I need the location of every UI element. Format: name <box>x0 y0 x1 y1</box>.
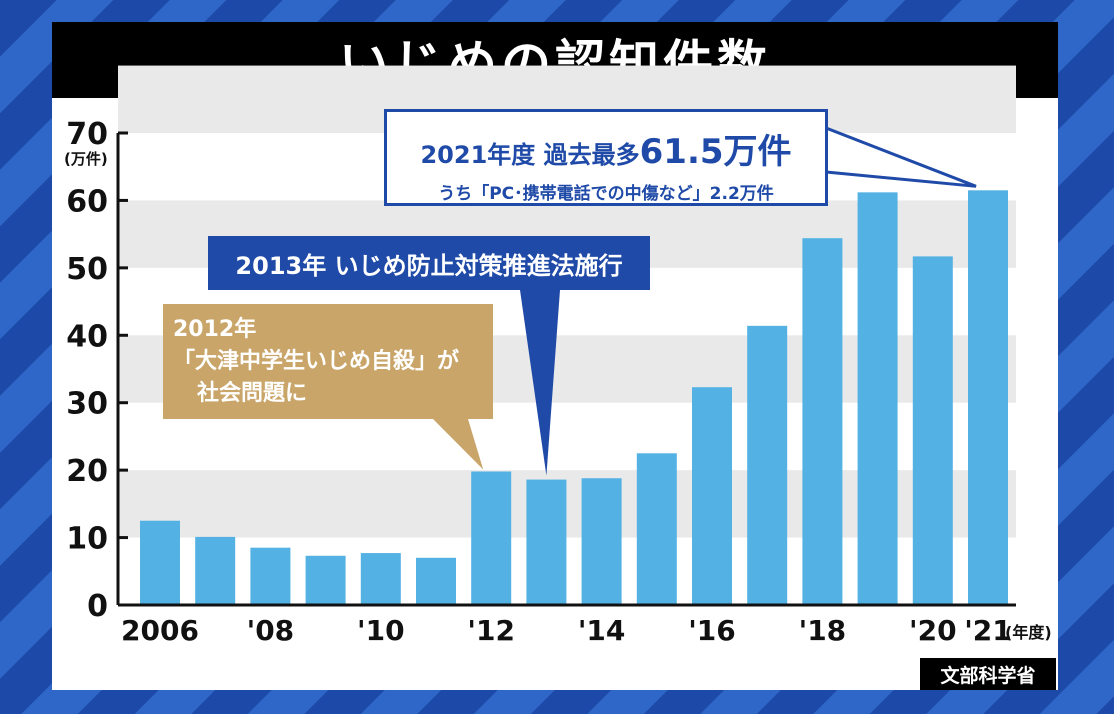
x-tick-label: '12 <box>467 614 515 647</box>
bar-2015 <box>636 453 677 605</box>
y-tick-label: 10 <box>66 522 108 557</box>
event-annotation-tail <box>433 419 484 470</box>
bar-2017 <box>747 325 788 605</box>
y-tick-label: 70 <box>66 117 108 152</box>
x-tick-label: '18 <box>799 614 847 647</box>
y-tick-label: 50 <box>66 252 108 287</box>
x-tick-label: 2006 <box>121 614 199 647</box>
y-unit-label: (万件) <box>64 150 108 168</box>
y-tick-label: 40 <box>66 319 108 354</box>
record-annotation-line2: うち「PC･携帯電話での中傷など」2.2万件 <box>438 184 774 204</box>
event-annotation-line1: 2012年 <box>173 317 257 342</box>
x-unit-label: (年度) <box>1005 623 1052 642</box>
event-annotation-box: 2012年 「大津中学生いじめ自殺」が 社会問題に <box>163 304 493 419</box>
x-tick-label: '20 <box>909 614 957 647</box>
x-tick-label: '16 <box>688 614 736 647</box>
record-annotation-line1: 2021年度 過去最多61.5万件 <box>387 124 825 173</box>
x-tick-label: '10 <box>357 614 405 647</box>
y-tick-label: 30 <box>66 387 108 422</box>
event-annotation-line3: 社会問題に <box>197 381 308 406</box>
record-annotation-prefix: 2021年度 過去最多 <box>420 141 640 169</box>
y-tick-label: 60 <box>66 184 108 219</box>
bar-2013 <box>526 479 567 605</box>
record-annotation-box: 2021年度 過去最多61.5万件 うち「PC･携帯電話での中傷など」2.2万件 <box>384 109 828 206</box>
source-label: 文部科学省 <box>920 658 1056 690</box>
bar-2007 <box>195 536 236 605</box>
bar-2009 <box>305 555 346 605</box>
event-annotation-line2: 「大津中学生いじめ自殺」が <box>173 349 460 374</box>
bar-2018 <box>802 238 843 605</box>
bar-2019 <box>857 192 898 605</box>
bar-2011 <box>416 557 456 605</box>
law-annotation-tail <box>520 290 560 476</box>
record-annotation-value: 61.5万件 <box>639 132 792 172</box>
bar-2012 <box>471 471 512 605</box>
record-annotation-tail <box>825 126 977 188</box>
bar-2006 <box>140 520 180 605</box>
bar-2021 <box>968 190 1008 606</box>
y-tick-label: 20 <box>66 454 108 489</box>
law-annotation-box: 2013年 いじめ防止対策推進法施行 <box>208 236 650 290</box>
bar-2016 <box>692 387 732 605</box>
bar-2008 <box>250 547 291 605</box>
y-tick-label: 0 <box>87 589 108 624</box>
x-tick-label: '21 <box>964 614 1012 647</box>
bar-2020 <box>912 256 953 605</box>
bar-2014 <box>581 478 622 605</box>
x-tick-label: '08 <box>247 614 295 647</box>
bar-2010 <box>360 553 401 605</box>
x-tick-label: '14 <box>578 614 626 647</box>
